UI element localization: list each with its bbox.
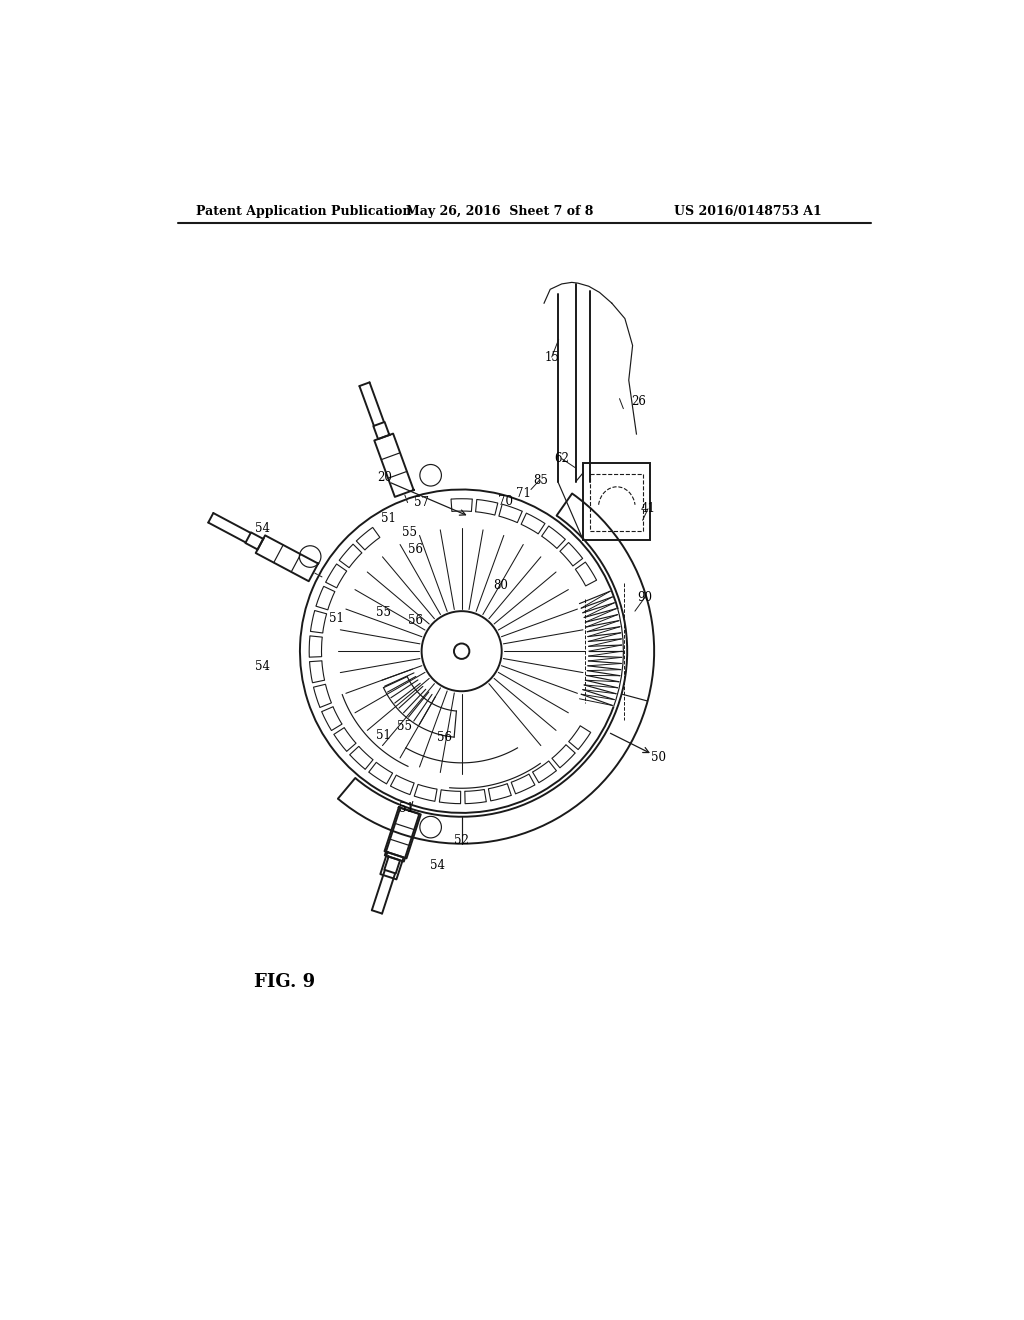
Bar <box>590 474 643 531</box>
Text: 51: 51 <box>330 612 344 626</box>
Text: 51: 51 <box>398 801 414 814</box>
Text: FIG. 9: FIG. 9 <box>254 973 315 991</box>
Text: 55: 55 <box>401 527 417 539</box>
Text: 71: 71 <box>516 487 530 500</box>
Text: 26: 26 <box>632 395 646 408</box>
Text: 55: 55 <box>397 721 413 733</box>
Text: 54: 54 <box>429 859 444 871</box>
Text: 15: 15 <box>545 351 559 363</box>
Text: 51: 51 <box>376 730 390 742</box>
Text: 55: 55 <box>376 606 390 619</box>
Text: 57: 57 <box>414 496 429 510</box>
Bar <box>584 463 650 540</box>
Text: 56: 56 <box>437 731 453 744</box>
Text: 20: 20 <box>377 471 392 484</box>
Text: Patent Application Publication: Patent Application Publication <box>196 205 412 218</box>
Text: 56: 56 <box>408 543 423 556</box>
Text: US 2016/0148753 A1: US 2016/0148753 A1 <box>674 205 822 218</box>
Text: 41: 41 <box>641 502 655 515</box>
Text: 52: 52 <box>455 834 469 847</box>
Text: May 26, 2016  Sheet 7 of 8: May 26, 2016 Sheet 7 of 8 <box>407 205 594 218</box>
Text: 85: 85 <box>532 474 548 487</box>
Text: 54: 54 <box>256 660 270 673</box>
Text: 56: 56 <box>408 614 423 627</box>
Text: 51: 51 <box>381 512 396 525</box>
Text: 70: 70 <box>498 495 513 508</box>
Text: 90: 90 <box>637 591 652 603</box>
Text: 62: 62 <box>554 453 569 465</box>
Text: 50: 50 <box>651 751 667 764</box>
Text: 54: 54 <box>256 521 270 535</box>
Text: 80: 80 <box>494 579 508 593</box>
